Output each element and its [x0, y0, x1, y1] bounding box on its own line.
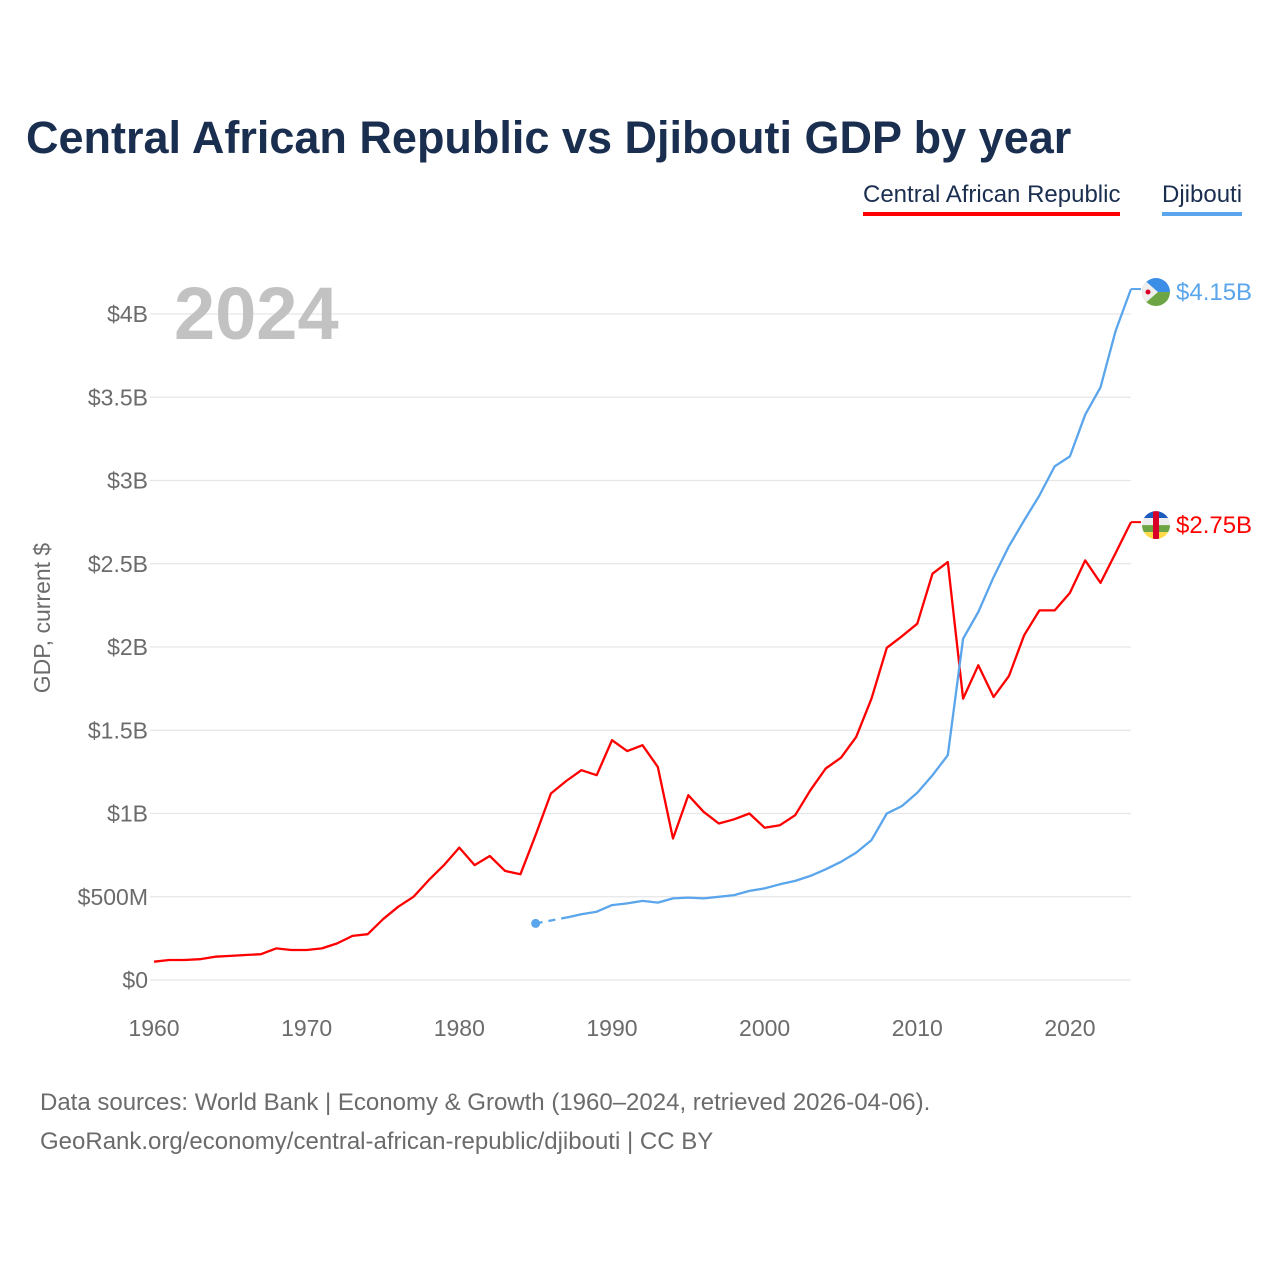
y-tick-label: $500M — [78, 884, 148, 910]
x-tick-label: 1970 — [281, 1015, 332, 1041]
central-african-republic-flag-icon — [1142, 511, 1170, 540]
x-tick-label: 1990 — [586, 1015, 637, 1041]
legend-central-african-republic[interactable]: Central African Republic — [863, 181, 1121, 216]
footer-sources: Data sources: World Bank | Economy & Gro… — [40, 1089, 931, 1116]
y-tick-label: $4B — [107, 301, 148, 327]
series-line-djibouti — [565, 288, 1133, 919]
x-tick-label: 1980 — [434, 1015, 485, 1041]
flag-star — [1145, 289, 1151, 295]
flag-stripe — [1153, 511, 1159, 540]
y-tick-label: $2B — [107, 634, 148, 660]
footer-link[interactable]: GeoRank.org/economy/central-african-repu… — [40, 1128, 714, 1155]
y-axis-label: GDP, current $ — [29, 543, 55, 694]
chart-title: Central African Republic vs Djibouti GDP… — [26, 112, 1072, 163]
y-tick-label: $0 — [122, 967, 148, 993]
series-line-central-african-republic — [153, 521, 1133, 963]
legend-djibouti[interactable]: Djibouti — [1162, 181, 1243, 216]
x-tick-label: 2010 — [892, 1015, 943, 1041]
y-tick-label: $1B — [107, 801, 148, 827]
y-tick-label: $1.5B — [88, 717, 148, 743]
end-value-label-central-african-republic: $2.75B — [1176, 512, 1252, 539]
y-tick-label: $2.5B — [88, 551, 148, 577]
footer: Data sources: World Bank | Economy & Gro… — [40, 1083, 930, 1161]
x-tick-label: 2020 — [1044, 1015, 1095, 1041]
year-watermark: 2024 — [174, 272, 339, 355]
djibouti-flag-icon — [1142, 278, 1170, 307]
x-tick-label: 2000 — [739, 1015, 790, 1041]
flag-body — [1142, 278, 1170, 307]
series-gap-djibouti — [535, 916, 567, 925]
end-value-label-djibouti: $4.15B — [1176, 279, 1252, 306]
flag-body — [1142, 511, 1170, 540]
y-tick-label: $3B — [107, 468, 148, 494]
x-tick-label: 1960 — [128, 1015, 179, 1041]
y-tick-label: $3.5B — [88, 384, 148, 410]
